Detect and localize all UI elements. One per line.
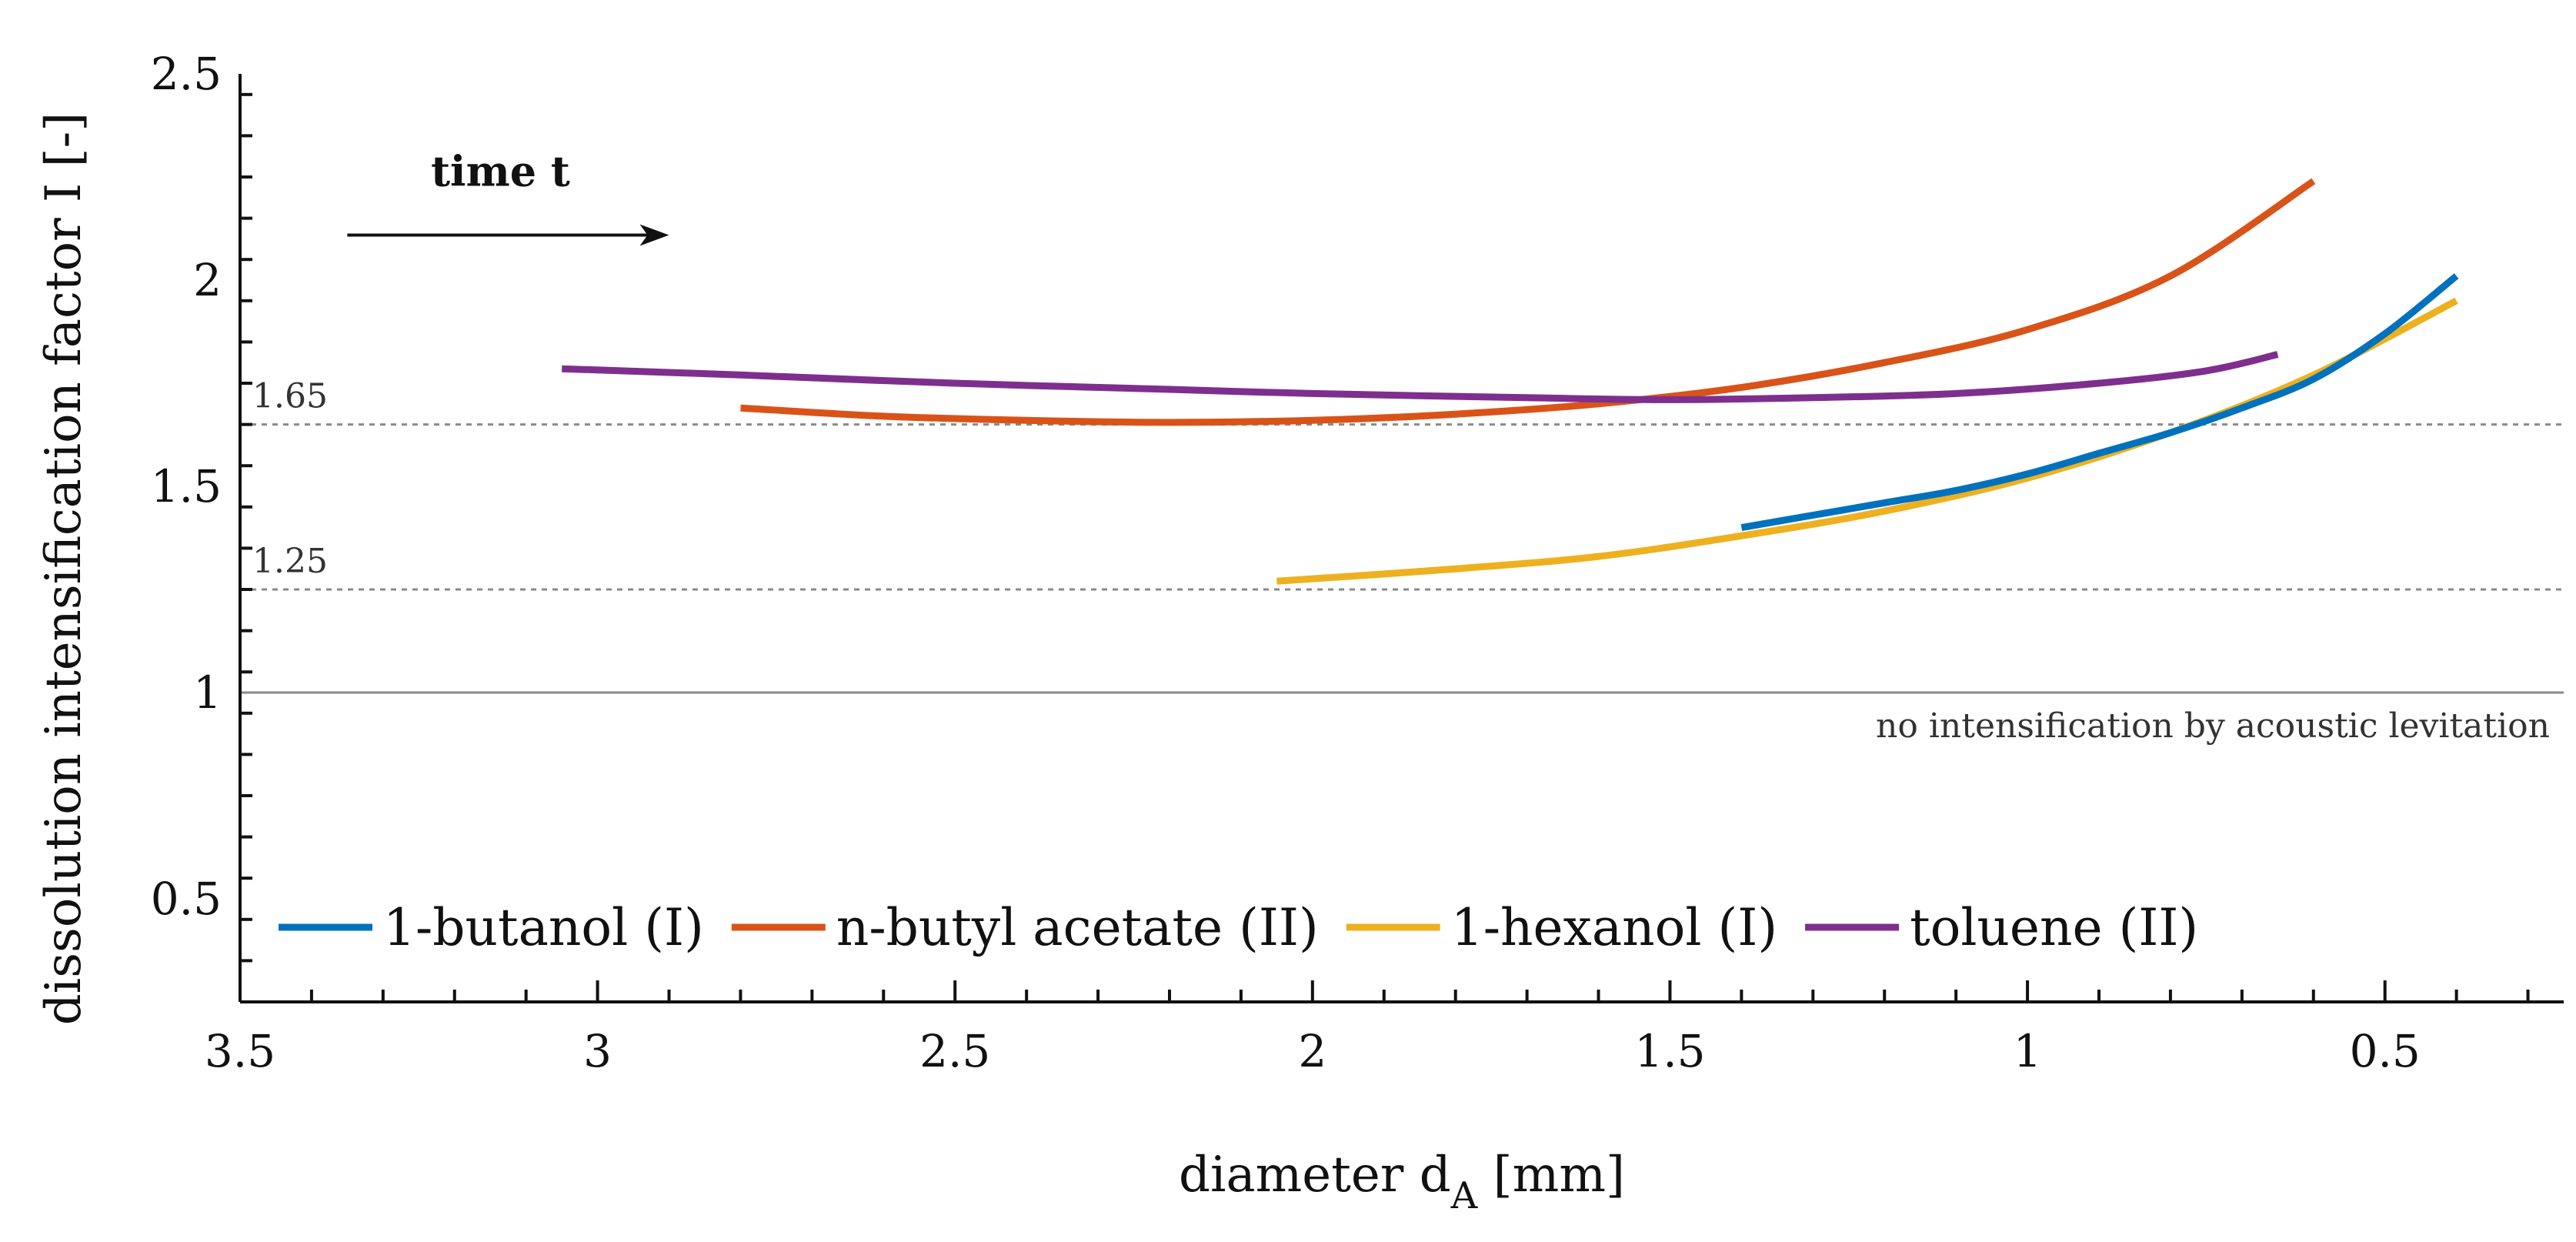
time-arrow-head — [639, 224, 669, 246]
x-axis-label-subscript: A — [1450, 1174, 1479, 1217]
x-tick-label: 2 — [1298, 1025, 1326, 1077]
axes-group — [239, 74, 2564, 1003]
reference-label-no-intensification: no intensification by acoustic levitatio… — [1876, 706, 2550, 746]
y-tick-label: 0.5 — [151, 873, 222, 925]
legend-label-1-butanol-i: 1-butanol (I) — [383, 898, 704, 957]
x-axis-label-main: diameter d — [1179, 1147, 1451, 1204]
y-axis-ticks: 0.5 1 1.5 2 2.5 — [151, 48, 252, 963]
x-axis-label: diameter dA [mm] — [1179, 1147, 1625, 1217]
series-line-n-butyl-acetate-ii — [740, 178, 2316, 426]
x-tick-label: 3 — [583, 1025, 612, 1077]
reference-label-1-25: 1.25 — [252, 542, 328, 581]
time-annotation-label: time t — [431, 147, 570, 196]
x-axis-ticks: 3.5 3 2.5 2 1.5 1 0.5 — [205, 980, 2530, 1077]
y-tick-label: 2 — [193, 254, 222, 306]
legend-label-n-butyl-acetate-ii: n-butyl acetate (II) — [836, 898, 1319, 957]
y-axis-label: dissolution intensification factor I [-] — [35, 112, 92, 1025]
y-tick-label: 1.5 — [151, 460, 222, 512]
legend: 1-butanol (I) n-butyl acetate (II) 1-hexan… — [279, 898, 2198, 957]
x-axis-label-unit: [mm] — [1477, 1147, 1625, 1204]
x-tick-label: 2.5 — [919, 1025, 990, 1077]
y-tick-label: 1 — [193, 666, 222, 719]
x-tick-label: 0.5 — [2350, 1025, 2421, 1077]
series-group — [562, 178, 2459, 585]
legend-label-1-hexanol-i: 1-hexanol (I) — [1451, 898, 1777, 957]
reference-label-1-65: 1.65 — [252, 377, 328, 416]
series-line-toluene-ii — [562, 351, 2279, 403]
series-line-1-butanol-i — [1740, 273, 2459, 532]
legend-label-toluene-ii: toluene (II) — [1910, 898, 2198, 957]
x-tick-label: 1 — [2014, 1025, 2042, 1077]
series-line-1-hexanol-i — [1276, 297, 2458, 585]
x-tick-label: 1.5 — [1634, 1025, 1705, 1077]
x-tick-label: 3.5 — [205, 1025, 275, 1077]
y-tick-label: 2.5 — [151, 48, 222, 100]
